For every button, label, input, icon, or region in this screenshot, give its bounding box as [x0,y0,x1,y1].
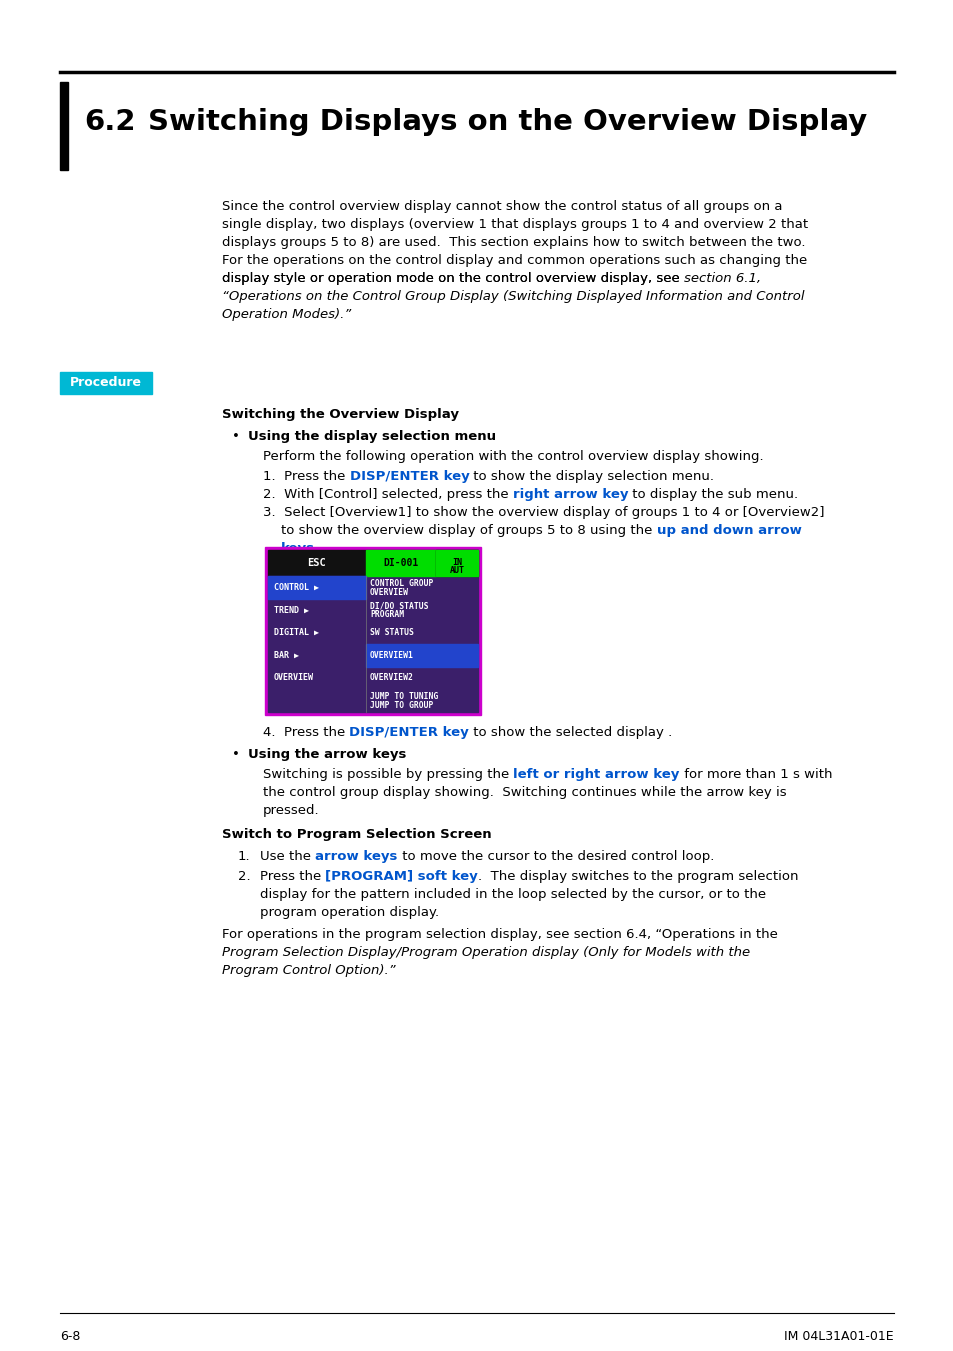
Text: DI-001: DI-001 [383,558,418,567]
Text: DIGITAL ▶: DIGITAL ▶ [274,628,318,638]
Text: .: . [314,542,319,555]
Text: OVERVIEW: OVERVIEW [274,674,314,682]
Bar [60,82,68,170]
Text: Using the display selection menu: Using the display selection menu [248,430,496,443]
Text: •: • [232,430,239,443]
Text: Use the: Use the [260,850,314,863]
Text: Procedure: Procedure [70,377,142,389]
Bar [268,576,366,598]
Text: keys: keys [281,542,314,555]
Text: to show the overview display of groups 5 to 8 using the: to show the overview display of groups 5… [281,524,656,536]
Text: to move the cursor to the desired control loop.: to move the cursor to the desired contro… [397,850,713,863]
Bar [265,547,480,715]
Text: 3.  Select [Overview1] to show the overview display of groups 1 to 4 or [Overvie: 3. Select [Overview1] to show the overvi… [263,507,823,519]
Text: 1.  Press the: 1. Press the [263,470,349,484]
Text: DI/DO STATUS: DI/DO STATUS [370,601,428,611]
Text: for more than 1 s with: for more than 1 s with [679,767,832,781]
Bar [268,576,477,712]
Text: Switch to Program Selection Screen: Switch to Program Selection Screen [222,828,491,842]
Text: DISP/ENTER key: DISP/ENTER key [349,725,469,739]
Bar [436,550,477,576]
Text: 6-8: 6-8 [60,1329,80,1343]
Text: right arrow key: right arrow key [513,488,628,501]
Text: “Operations on the Control Group Display (Switching Displayed Information and Co: “Operations on the Control Group Display… [222,290,803,303]
Text: Using the arrow keys: Using the arrow keys [248,748,406,761]
Text: JUMP TO TUNING: JUMP TO TUNING [370,692,437,701]
Text: Perform the following operation with the control overview display showing.: Perform the following operation with the… [263,450,762,463]
Text: ESC: ESC [307,558,326,567]
Text: CONTROL GROUP: CONTROL GROUP [370,578,433,588]
Text: arrow keys: arrow keys [314,850,397,863]
Text: PROGRAM: PROGRAM [370,611,404,620]
Text: OVERVIEW1: OVERVIEW1 [370,651,414,659]
Bar [366,644,477,666]
Text: IN: IN [452,558,461,567]
Bar [60,372,152,394]
Text: 2.  With [Control] selected, press the: 2. With [Control] selected, press the [263,488,513,501]
Text: to show the selected display .: to show the selected display . [469,725,672,739]
Text: IM 04L31A01-01E: IM 04L31A01-01E [783,1329,893,1343]
Text: Since the control overview display cannot show the control status of all groups : Since the control overview display canno… [222,200,781,213]
Text: .  The display switches to the program selection: . The display switches to the program se… [477,870,798,884]
Text: Switching Displays on the Overview Display: Switching Displays on the Overview Displ… [148,108,866,136]
Bar [366,550,436,576]
Text: to display the sub menu.: to display the sub menu. [628,488,798,501]
Text: AUT: AUT [449,566,464,576]
Text: Press the: Press the [260,870,325,884]
Text: section 6.1,: section 6.1, [683,272,760,285]
Text: the control group display showing.  Switching continues while the arrow key is: the control group display showing. Switc… [263,786,786,798]
Text: JUMP TO GROUP: JUMP TO GROUP [370,701,433,711]
Text: displays groups 5 to 8) are used.  This section explains how to switch between t: displays groups 5 to 8) are used. This s… [222,236,804,249]
Text: Switching is possible by pressing the: Switching is possible by pressing the [263,767,513,781]
Text: program operation display.: program operation display. [260,907,438,919]
Text: display style or operation mode on the control overview display, see: display style or operation mode on the c… [222,272,683,285]
Text: 6.2: 6.2 [84,108,135,136]
Text: 1.: 1. [237,850,251,863]
Text: TREND ▶: TREND ▶ [274,605,309,615]
Text: OVERVIEW2: OVERVIEW2 [370,674,414,682]
Text: •: • [232,748,239,761]
Text: up and down arrow: up and down arrow [656,524,801,536]
Text: left or right arrow key: left or right arrow key [513,767,679,781]
Text: display style or operation mode on the control overview display, see: display style or operation mode on the c… [222,272,683,285]
Text: OVERVIEW: OVERVIEW [370,588,409,597]
Text: DISP/ENTER key: DISP/ENTER key [349,470,469,484]
Text: CONTROL ▶: CONTROL ▶ [274,582,318,592]
Text: For the operations on the control display and common operations such as changing: For the operations on the control displa… [222,254,806,267]
Bar [268,550,477,576]
Text: display for the pattern included in the loop selected by the cursor, or to the: display for the pattern included in the … [260,888,765,901]
Text: 4.  Press the: 4. Press the [263,725,349,739]
Text: Program Selection Display/Program Operation display (Only for Models with the: Program Selection Display/Program Operat… [222,946,749,959]
Text: 2.: 2. [237,870,251,884]
Text: Switching the Overview Display: Switching the Overview Display [222,408,458,422]
Text: Program Control Option).”: Program Control Option).” [222,965,395,977]
Bar [436,550,477,576]
Text: [PROGRAM] soft key: [PROGRAM] soft key [325,870,477,884]
Text: BAR ▶: BAR ▶ [274,651,298,659]
Text: For operations in the program selection display, see section 6.4, “Operations in: For operations in the program selection … [222,928,777,942]
Text: single display, two displays (overview 1 that displays groups 1 to 4 and overvie: single display, two displays (overview 1… [222,218,807,231]
Text: to show the display selection menu.: to show the display selection menu. [469,470,714,484]
Text: SW STATUS: SW STATUS [370,628,414,638]
Text: Operation Modes).”: Operation Modes).” [222,308,351,322]
Text: pressed.: pressed. [263,804,319,817]
